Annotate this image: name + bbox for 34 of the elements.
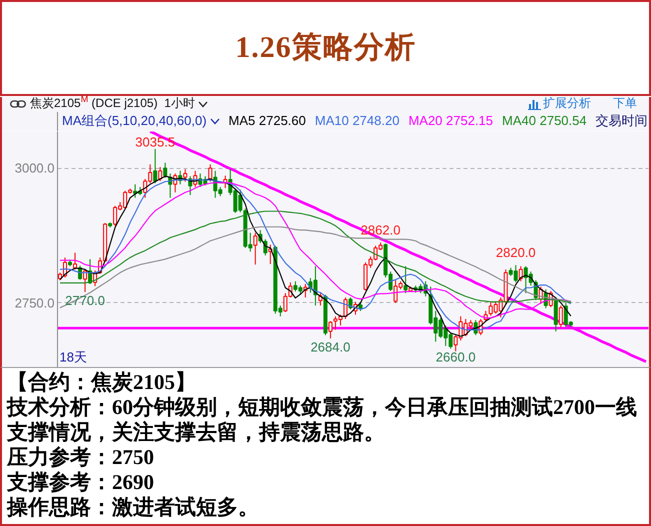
candlestick [253,232,258,266]
annotation: 2684.0 [310,339,350,354]
chart-subtitle: 焦炭2105$^{M}$ (DCE j2105) 1小时 [30,94,195,112]
candlestick [73,252,78,270]
text: 【合约：焦炭2105】 [7,370,197,395]
annotation: 18天 [60,350,87,364]
annotation: 3035.5 [135,134,176,150]
text: 操作思路：激进者试短多。 [7,495,260,520]
y-tick-label: 2750.0 [14,295,55,310]
candlestick [404,266,408,294]
text: 压力参考：2750 [7,445,155,470]
candlestick [183,168,188,182]
candlestick [558,305,563,328]
candlestick [163,162,168,178]
text: 技术分析：60分钟级别，短期收敛震荡，今日承压回抽测试2700一线支撑情况，关注支撑去留，持震荡思路。 [7,395,638,445]
candlestick [208,164,212,182]
text: 交易时间 [596,112,648,130]
annotation: 2660.0 [436,349,476,364]
annotation: 2862.0 [360,222,400,238]
annotation: 2820.0 [496,245,536,260]
text: 支撑参考：2690 [7,470,155,495]
line-series [59,226,572,308]
legend-title: MA组合(5,10,20,40,60,0) [62,112,207,130]
text: MA40 2750.54 [502,112,587,130]
y-tick-label: 3000.0 [14,160,55,176]
text: 扩展分析 [542,95,591,112]
candlestick [153,148,158,184]
candlestick [328,320,332,339]
chart-title: 1.26策略分析 [0,0,651,96]
text: MA5 2725.60 [228,112,306,130]
candlestick [158,166,162,182]
text: 下单 [613,95,637,112]
text: MA10 2748.20 [314,112,400,130]
text: MA20 2752.15 [408,112,494,130]
